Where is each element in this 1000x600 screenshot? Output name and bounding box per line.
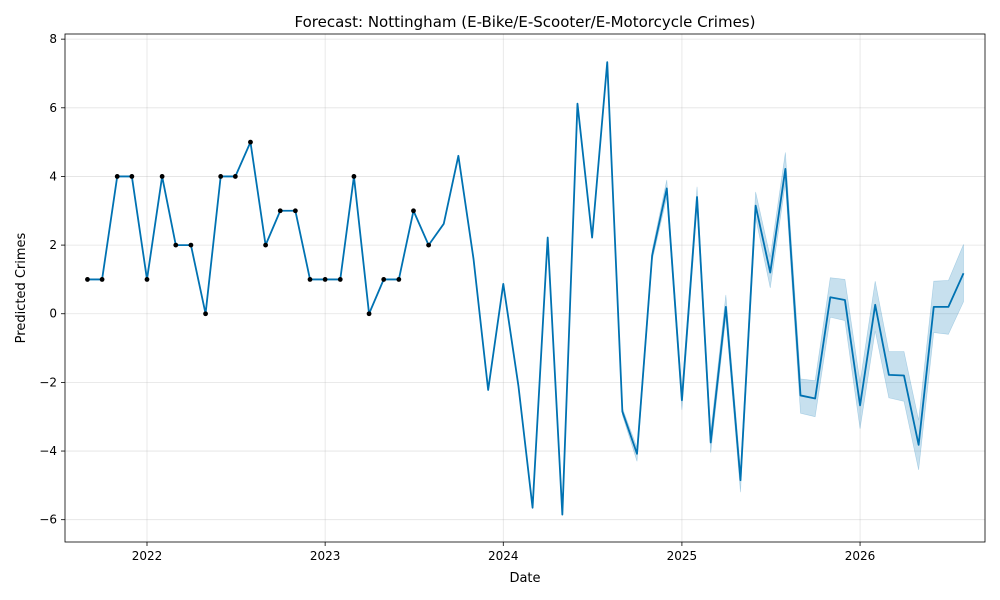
observed-point [218,174,224,179]
forecast-line [87,61,965,516]
plot-frame [64,33,986,543]
x-axis-ticks: 2022 2023 2024 2025 2026 [132,542,876,563]
y-tick-label: 8 [49,32,57,46]
forecast-line-layer [87,61,965,516]
observed-point [381,277,387,282]
x-tick-label: 2026 [845,549,876,563]
gridlines [65,34,985,542]
chart-title: Forecast: Nottingham (E-Bike/E-Scooter/E… [295,13,756,31]
y-tick-label: −2 [39,375,57,389]
observed-point [426,242,432,248]
observed-point [173,242,179,248]
y-tick-label: −6 [39,513,57,527]
observed-point [292,208,298,214]
y-tick-label: 2 [49,238,57,252]
observed-point [159,174,165,179]
observed-point [85,277,90,282]
y-axis-ticks: −6 −4 −2 0 2 4 6 8 [39,32,65,527]
observed-point [188,242,194,248]
observed-point [99,277,105,282]
x-axis-label: Date [509,571,540,586]
observed-point [337,277,343,282]
observed-point [114,174,120,179]
y-tick-label: 0 [49,307,57,321]
observed-point [248,139,253,145]
y-axis-label: Predicted Crimes [14,232,29,343]
observed-point [396,277,402,282]
x-tick-label: 2022 [132,549,163,563]
y-tick-label: 6 [49,101,57,115]
observed-point [203,311,208,317]
observed-point [277,208,283,214]
observed-point [307,277,313,282]
observed-point [411,208,416,214]
observed-point [232,174,238,179]
observed-point [322,277,328,282]
x-tick-label: 2024 [488,549,519,563]
observed-point [129,174,135,179]
x-tick-label: 2025 [667,549,698,563]
observed-point [351,174,357,179]
observed-points-layer [85,139,432,317]
y-tick-label: −4 [39,444,57,458]
y-tick-label: 4 [49,169,57,183]
observed-point [263,242,268,248]
x-tick-label: 2023 [310,549,341,563]
observed-point [144,277,150,282]
observed-point [366,311,372,317]
